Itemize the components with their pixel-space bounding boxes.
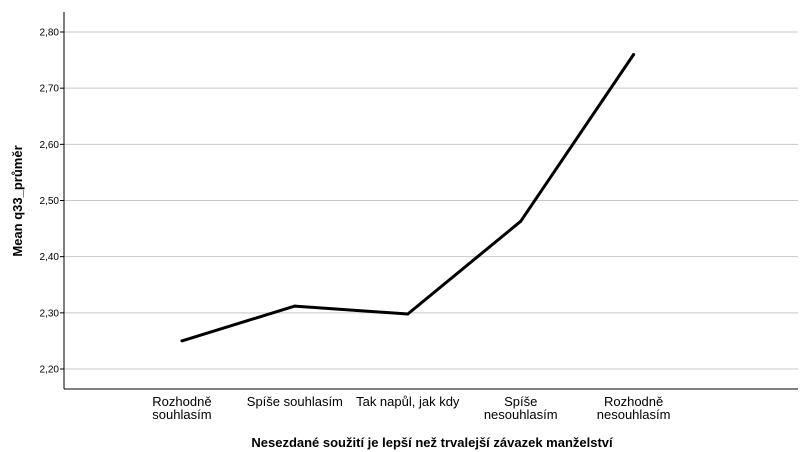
y-tick-label: 2,70 [40, 84, 60, 95]
series [180, 52, 636, 343]
x-tick-label: Tak napůl, jak kdy [356, 394, 460, 409]
axes [63, 12, 798, 390]
y-tick-label: 2,60 [40, 140, 60, 151]
y-tick-label: 2,30 [40, 308, 60, 319]
data-point [293, 304, 297, 308]
y-tick-label: 2,20 [40, 365, 60, 376]
y-tick-label: 2,50 [40, 196, 60, 207]
data-point [519, 219, 523, 223]
y-tick-label: 2,80 [40, 28, 60, 39]
x-tick-labels: Rozhodně souhlasím Spíše souhlasím Tak napů… [152, 394, 670, 422]
data-point [632, 52, 636, 56]
x-axis-title: Nesezdané soužití je lepší než trvalejší… [251, 435, 613, 450]
data-point [180, 339, 184, 343]
x-tick-label: Rozhodně souhlasím [152, 394, 211, 422]
y-axis-title: Mean q33_průměr [10, 145, 25, 256]
series-line [181, 53, 635, 343]
x-tick-label: Rozhodně nesouhlasím [597, 394, 671, 422]
x-tick-label: Spíše souhlasím [247, 394, 343, 409]
data-point [406, 312, 410, 316]
y-tick-label: 2,40 [40, 252, 60, 263]
y-tick-labels: 2,20 2,30 2,40 2,50 2,60 2,70 2,80 [40, 28, 60, 376]
x-tick-label: Spíše nesouhlasím [484, 394, 558, 422]
gridlines [60, 31, 798, 370]
